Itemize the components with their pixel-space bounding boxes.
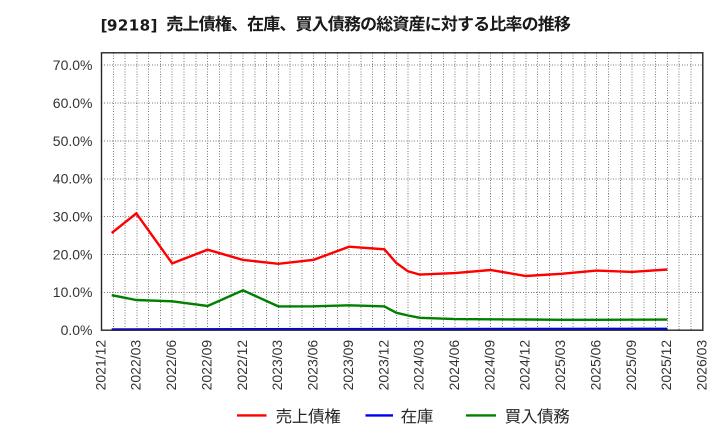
svg-text:30.0%: 30.0%	[53, 209, 93, 225]
svg-text:2024/12: 2024/12	[517, 340, 533, 391]
svg-text:0.0%: 0.0%	[61, 322, 93, 338]
svg-text:2022/12: 2022/12	[234, 340, 250, 391]
svg-text:10.0%: 10.0%	[53, 284, 93, 300]
svg-text:40.0%: 40.0%	[53, 171, 93, 187]
svg-text:2023/03: 2023/03	[269, 340, 285, 391]
svg-text:2024/09: 2024/09	[481, 340, 497, 391]
svg-text:70.0%: 70.0%	[53, 57, 93, 73]
svg-text:2023/09: 2023/09	[340, 340, 356, 391]
svg-text:2025/06: 2025/06	[588, 340, 604, 391]
svg-text:2025/12: 2025/12	[658, 340, 674, 391]
svg-text:50.0%: 50.0%	[53, 133, 93, 149]
svg-text:2022/09: 2022/09	[198, 340, 214, 391]
svg-text:2023/12: 2023/12	[375, 340, 391, 391]
svg-text:2022/06: 2022/06	[163, 340, 179, 391]
svg-text:60.0%: 60.0%	[53, 95, 93, 111]
svg-text:2021/12: 2021/12	[92, 340, 108, 391]
svg-text:2026/03: 2026/03	[694, 340, 710, 391]
svg-text:2024/03: 2024/03	[411, 340, 427, 391]
svg-text:2023/06: 2023/06	[305, 340, 321, 391]
svg-text:20.0%: 20.0%	[53, 246, 93, 262]
svg-text:2025/09: 2025/09	[623, 340, 639, 391]
svg-text:2024/06: 2024/06	[446, 340, 462, 391]
svg-text:2022/03: 2022/03	[128, 340, 144, 391]
svg-text:2025/03: 2025/03	[552, 340, 568, 391]
